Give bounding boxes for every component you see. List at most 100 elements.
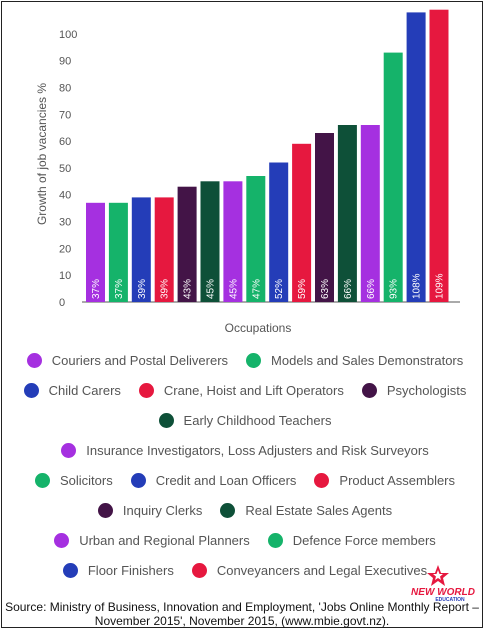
bar: [246, 176, 266, 302]
bar: [200, 181, 220, 302]
legend-label: Credit and Loan Officers: [155, 472, 297, 488]
bar-value-label: 52%: [274, 279, 285, 299]
bars: [86, 9, 449, 303]
legend-label: Models and Sales Demonstrators: [271, 352, 464, 368]
legend-item: Psychologists: [361, 382, 467, 398]
legend-item: Early Childhood Teachers: [158, 412, 332, 428]
y-tick-label: 50: [59, 163, 71, 175]
legend-item: Inquiry Clerks: [97, 502, 203, 518]
bar-value-label: 39%: [160, 279, 171, 299]
legend-swatch: [267, 532, 283, 548]
bar-chart: Growth of job vacancies % 0 10 20 30 40 50 60 7…: [35, 9, 460, 335]
y-tick-label: 70: [59, 109, 71, 121]
bar-value-label: 66%: [343, 279, 354, 299]
bar-value-label: 63%: [320, 279, 331, 299]
legend-label: Couriers and Postal Deliverers: [51, 352, 229, 368]
bar-value-label: 59%: [297, 279, 308, 299]
bar-value-label: 45%: [228, 279, 239, 299]
legend-swatch: [130, 472, 146, 488]
legend-swatch: [62, 562, 78, 578]
legend-label: Real Estate Sales Agents: [245, 502, 393, 518]
y-tick-label: 100: [59, 29, 77, 41]
new-world-education-logo: NEW WORLD EDUCATION: [411, 565, 475, 602]
bar: [315, 133, 334, 302]
bar: [360, 125, 380, 302]
bar: [337, 125, 357, 302]
bar-value-label: 43%: [183, 279, 194, 299]
legend-row: Inquiry Clerks Real Estate Sales Agents: [10, 495, 480, 525]
legend-swatch: [220, 502, 236, 518]
bar: [292, 143, 312, 302]
legend-item: Urban and Regional Planners: [54, 532, 250, 548]
legend-swatch: [191, 562, 207, 578]
legend-swatch: [54, 532, 70, 548]
y-tick-label: 0: [59, 297, 65, 309]
legend-item: Models and Sales Demonstrators: [246, 352, 464, 368]
bar: [429, 9, 449, 302]
bar-value-label: 66%: [366, 279, 377, 299]
legend-label: Psychologists: [386, 382, 467, 398]
legend: Couriers and Postal Deliverers Models and…: [10, 345, 480, 585]
legend-swatch: [34, 472, 50, 488]
legend-label: Urban and Regional Planners: [79, 532, 250, 548]
bar-value-label: 39%: [137, 279, 148, 299]
legend-item: Defence Force members: [267, 532, 436, 548]
legend-label: Inquiry Clerks: [122, 502, 203, 518]
legend-label: Conveyancers and Legal Executives: [216, 562, 428, 578]
y-tick-label: 40: [59, 190, 71, 202]
legend-item: Couriers and Postal Deliverers: [26, 352, 229, 368]
y-tick-label: 30: [59, 217, 71, 229]
legend-item: Floor Finishers: [62, 562, 174, 578]
legend-swatch: [138, 382, 154, 398]
legend-item: Real Estate Sales Agents: [220, 502, 393, 518]
svg-text:NEW WORLD: NEW WORLD: [411, 587, 475, 598]
legend-row: Child Carers Crane, Hoist and Lift Operat…: [10, 375, 480, 405]
legend-swatch: [158, 412, 174, 428]
legend-label: Early Childhood Teachers: [183, 412, 332, 428]
legend-row: Urban and Regional Planners Defence Force…: [10, 525, 480, 555]
bar-value-label: 37%: [114, 279, 125, 299]
legend-item: Solicitors: [34, 472, 113, 488]
legend-item: Child Carers: [23, 382, 121, 398]
bar: [86, 202, 105, 302]
bar: [131, 197, 151, 302]
legend-row: Floor Finishers Conveyancers and Legal Ex…: [10, 555, 480, 585]
bar-value-label: 109%: [435, 273, 446, 299]
y-tick-label: 20: [59, 243, 71, 255]
bar: [108, 202, 128, 302]
legend-swatch: [23, 382, 39, 398]
legend-swatch: [361, 382, 377, 398]
source-note: Source: Ministry of Business, Innovation…: [5, 600, 479, 628]
bar-value-labels: 37% 37% 39% 39% 43% 45% 45% 47% 52% 59% 63% 66% 66% 9…: [91, 273, 446, 299]
legend-item: Insurance Investigators, Loss Adjusters …: [61, 442, 429, 458]
x-axis-label: Occupations: [225, 321, 292, 335]
legend-label: Floor Finishers: [87, 562, 174, 578]
y-tick-label: 60: [59, 136, 71, 148]
bar: [406, 12, 426, 303]
legend-label: Defence Force members: [292, 532, 436, 548]
legend-row: Early Childhood Teachers: [10, 405, 480, 435]
legend-row: Couriers and Postal Deliverers Models and…: [10, 345, 480, 375]
bar: [269, 162, 289, 302]
bar: [154, 197, 174, 302]
legend-label: Solicitors: [59, 472, 113, 488]
bar: [383, 52, 403, 302]
bar-value-label: 108%: [412, 273, 423, 299]
legend-row: Insurance Investigators, Loss Adjusters …: [10, 435, 480, 465]
svg-text:EDUCATION: EDUCATION: [435, 597, 465, 602]
bar-value-label: 45%: [206, 279, 217, 299]
bar-value-label: 93%: [389, 279, 400, 299]
y-ticks: 0 10 20 30 40 50 60 70 80 90 100: [59, 29, 77, 309]
y-tick-label: 90: [59, 56, 71, 68]
legend-label: Child Carers: [48, 382, 121, 398]
legend-label: Product Assemblers: [339, 472, 456, 488]
legend-swatch: [97, 502, 113, 518]
bar: [177, 186, 197, 302]
bar-value-label: 37%: [91, 279, 102, 299]
y-axis-label: Growth of job vacancies %: [35, 83, 49, 225]
y-tick-label: 80: [59, 82, 71, 94]
legend-swatch: [26, 352, 42, 368]
legend-item: Crane, Hoist and Lift Operators: [138, 382, 344, 398]
legend-item: Product Assemblers: [314, 472, 456, 488]
